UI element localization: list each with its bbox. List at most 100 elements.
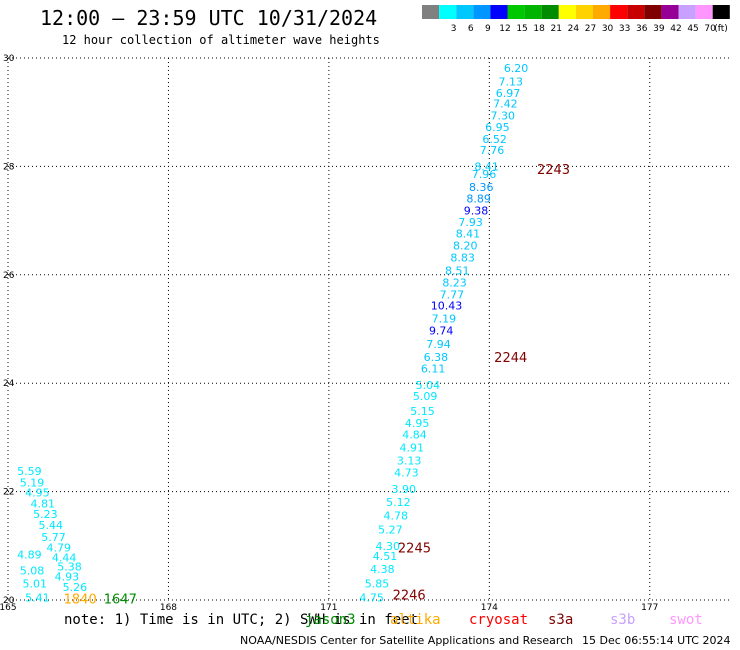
wave-height-point: 4.84 <box>402 429 427 442</box>
colorbar-tick-label: 18 <box>533 24 545 34</box>
wave-height-point: 5.23 <box>33 508 58 521</box>
wave-height-point: 5.44 <box>39 519 64 532</box>
wave-height-point: 8.36 <box>469 181 494 194</box>
wave-height-point: 10.43 <box>431 300 463 313</box>
wave-height-point: 7.30 <box>490 109 515 122</box>
wave-height-point: 7.42 <box>493 98 518 111</box>
y-tick-label: 28 <box>3 162 15 172</box>
axes: 165 168 171 174 177 20 22 24 26 28 30 <box>0 54 658 613</box>
chart-title: 12:00 – 23:59 UTC 10/31/2024 <box>40 6 378 30</box>
colorbar-swatch <box>422 5 440 19</box>
wave-height-point: 4.91 <box>400 442 425 455</box>
wave-height-point: 7.77 <box>440 288 465 301</box>
wave-height-point: 7.96 <box>472 168 497 181</box>
wave-height-point: 5.09 <box>413 390 438 403</box>
wave-height-point: 8.20 <box>453 240 478 253</box>
wave-height-point: 6.52 <box>482 133 507 146</box>
wave-height-point: 5.38 <box>57 560 82 573</box>
colorbar-swatch <box>439 5 457 19</box>
time-label: 2243 <box>537 163 570 178</box>
y-tick-label: 20 <box>3 596 15 606</box>
colorbar-tick-label: 21 <box>551 24 562 34</box>
time-label: 1840 <box>64 592 97 607</box>
wave-height-point: 4.78 <box>383 509 408 522</box>
y-tick-label: 26 <box>3 271 15 281</box>
wave-height-point: 5.04 <box>416 379 441 392</box>
data-points: 6.207.136.977.427.306.956.527.768.417.96… <box>17 62 528 605</box>
colorbar-tick-label: 36 <box>636 24 648 34</box>
colorbar-unit: (ft) <box>714 24 728 34</box>
wave-height-point: 8.41 <box>474 160 499 173</box>
colorbar-swatch <box>712 5 730 19</box>
wave-height-point: 5.01 <box>22 578 47 591</box>
wave-height-point: 4.95 <box>25 487 50 500</box>
satellite-label-swot: swot <box>669 612 703 628</box>
wave-height-point: 4.73 <box>394 467 419 480</box>
wave-height-point: 6.11 <box>421 363 446 376</box>
y-tick-label: 24 <box>3 379 15 389</box>
colorbar-swatch <box>678 5 696 19</box>
wave-height-point: 5.15 <box>410 405 435 418</box>
wave-height-point: 3.90 <box>392 483 417 496</box>
wave-height-point: 4.81 <box>31 498 56 511</box>
x-tick-label: 171 <box>320 603 337 613</box>
wave-height-point: 5.26 <box>63 581 88 594</box>
colorbar-swatch <box>541 5 559 19</box>
wave-height-point: 4.93 <box>55 571 80 584</box>
wave-height-point: 8.51 <box>445 264 470 277</box>
colorbar: 3 6 9 12 15 18 21 24 27 30 33 36 39 42 45 70(ft) <box>422 5 730 34</box>
wave-height-point: 3.13 <box>397 455 422 468</box>
y-tick-label: 30 <box>3 54 15 64</box>
colorbar-tick-label: 24 <box>568 24 580 34</box>
satellite-label-s3b: s3b <box>610 612 636 628</box>
wave-height-point: 9.74 <box>429 325 454 338</box>
satellite-label-jason3: jason3 <box>305 612 356 628</box>
time-labels: 2243 2244 2245 2246 1840 1647 <box>64 163 570 607</box>
colorbar-tick-label: 15 <box>516 24 527 34</box>
chart-subtitle: 12 hour collection of altimeter wave hei… <box>62 33 380 47</box>
colorbar-tick-label: 12 <box>499 24 510 34</box>
colorbar-swatch <box>627 5 645 19</box>
time-label: 1647 <box>104 592 137 607</box>
wave-height-point: 5.77 <box>41 531 66 544</box>
satellite-label-s3a: s3a <box>548 612 574 628</box>
x-tick-label: 177 <box>641 603 658 613</box>
colorbar-swatch <box>644 5 662 19</box>
wave-height-point: 4.79 <box>47 541 72 554</box>
wave-height-point: 4.89 <box>17 548 42 561</box>
colorbar-swatch <box>695 5 713 19</box>
y-tick-label: 22 <box>3 488 14 498</box>
wave-height-point: 4.95 <box>405 417 430 430</box>
wave-height-point: 7.13 <box>498 75 523 88</box>
colorbar-swatch <box>524 5 542 19</box>
colorbar-tick-label: 9 <box>485 24 491 34</box>
time-label: 2244 <box>494 351 527 366</box>
wave-height-point: 8.41 <box>456 228 481 241</box>
wave-height-point: 5.27 <box>378 524 403 537</box>
colorbar-swatch <box>456 5 474 19</box>
wave-height-point: 4.30 <box>375 540 400 553</box>
wave-height-point: 6.38 <box>424 351 449 364</box>
wave-height-point: 5.41 <box>25 591 50 604</box>
wave-height-point: 5.12 <box>386 496 411 509</box>
wave-height-point: 5.85 <box>365 578 390 591</box>
colorbar-tick-label: 42 <box>670 24 681 34</box>
colorbar-swatch <box>575 5 593 19</box>
wave-height-point: 4.44 <box>52 552 77 565</box>
colorbar-swatch <box>593 5 611 19</box>
wave-height-point: 6.95 <box>485 121 510 134</box>
x-tick-label: 174 <box>481 603 498 613</box>
wave-height-point: 6.97 <box>496 87 521 100</box>
time-label: 2245 <box>398 541 431 556</box>
colorbar-tick-label: 3 <box>451 24 457 34</box>
colorbar-swatch <box>610 5 628 19</box>
colorbar-swatch <box>558 5 576 19</box>
colorbar-tick-label: 39 <box>653 24 665 34</box>
wave-height-point: 5.59 <box>17 465 42 478</box>
wave-height-point: 5.08 <box>20 565 45 578</box>
wave-height-point: 7.19 <box>432 313 457 326</box>
colorbar-tick-label: 30 <box>602 24 614 34</box>
colorbar-tick-label: 6 <box>468 24 474 34</box>
colorbar-tick-label: 27 <box>585 24 596 34</box>
